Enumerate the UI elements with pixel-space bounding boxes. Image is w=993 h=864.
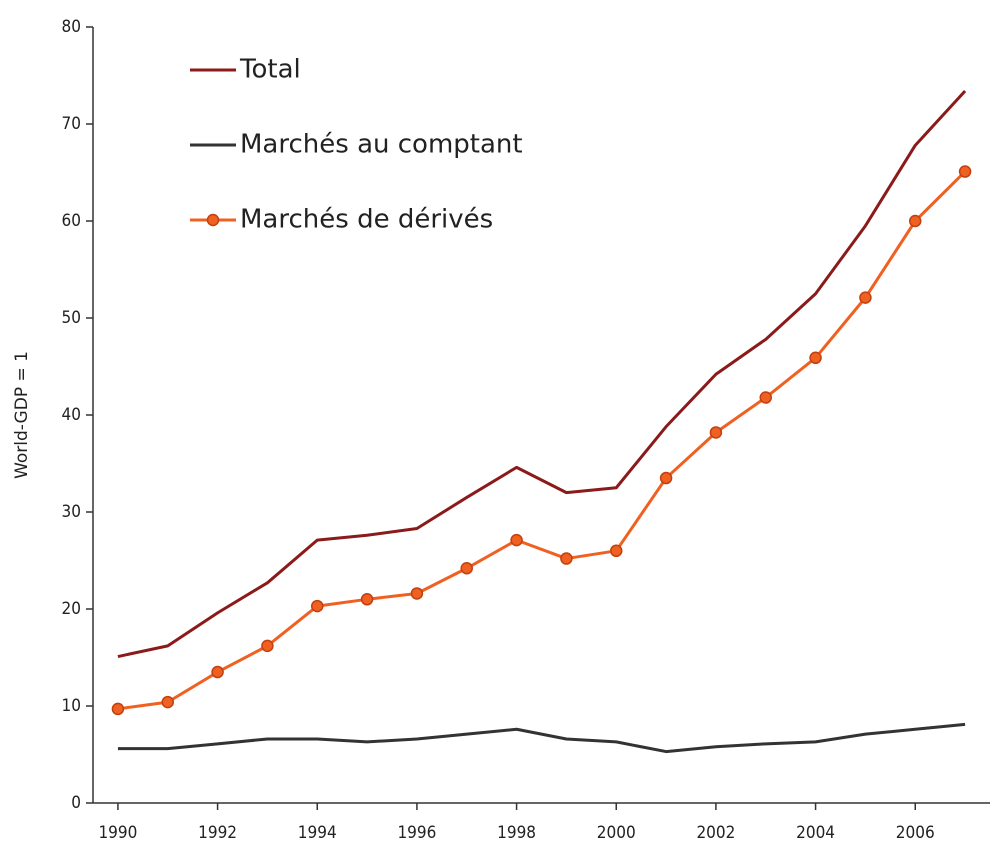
series-marker: [560, 552, 573, 565]
series-marker: [759, 391, 772, 404]
series-marker: [809, 351, 822, 365]
series-marker: [111, 702, 125, 716]
x-tick-label: 1990: [98, 823, 137, 843]
x-tick-label: 1994: [298, 823, 337, 843]
x-tick-label: 2004: [796, 823, 835, 843]
series-marker: [311, 599, 324, 613]
series-marker: [410, 587, 424, 600]
y-tick-label: 30: [62, 502, 81, 522]
y-tick-label: 20: [62, 599, 81, 619]
legend-label: Marchés au comptant: [240, 130, 523, 160]
y-tick-label: 70: [62, 114, 81, 134]
series-marker: [909, 214, 922, 228]
x-tick-label: 2000: [597, 823, 636, 843]
series-marker: [510, 533, 523, 547]
series-marker: [261, 639, 274, 653]
series-marker: [610, 544, 623, 558]
x-tick-label: 2002: [696, 823, 735, 843]
y-axis-label: World-GDP = 1: [12, 351, 32, 479]
y-tick-label: 40: [62, 405, 81, 425]
legend-label: Total: [239, 55, 301, 85]
x-tick-label: 1992: [198, 823, 237, 843]
series-marker: [709, 426, 723, 439]
series-marker: [460, 562, 473, 575]
y-tick-label: 50: [62, 308, 81, 328]
x-tick-label: 1998: [497, 823, 536, 843]
series-line: [117, 90, 967, 658]
x-tick-label: 1996: [397, 823, 436, 843]
series-marker: [859, 291, 872, 304]
y-tick-label: 0: [71, 793, 81, 813]
series-marker: [360, 593, 374, 606]
series-line: [117, 722, 966, 754]
series-marker: [659, 471, 673, 485]
legend-marker: [206, 213, 220, 227]
x-tick-label: 2006: [896, 823, 935, 843]
series-marker: [958, 165, 972, 178]
series-line: [117, 170, 967, 711]
series-marker: [211, 665, 224, 679]
legend-label: Marchés de dérivés: [240, 205, 493, 235]
y-tick-label: 60: [62, 211, 81, 231]
series-marker: [161, 695, 174, 709]
y-tick-label: 80: [62, 17, 81, 37]
y-tick-label: 10: [62, 696, 81, 716]
